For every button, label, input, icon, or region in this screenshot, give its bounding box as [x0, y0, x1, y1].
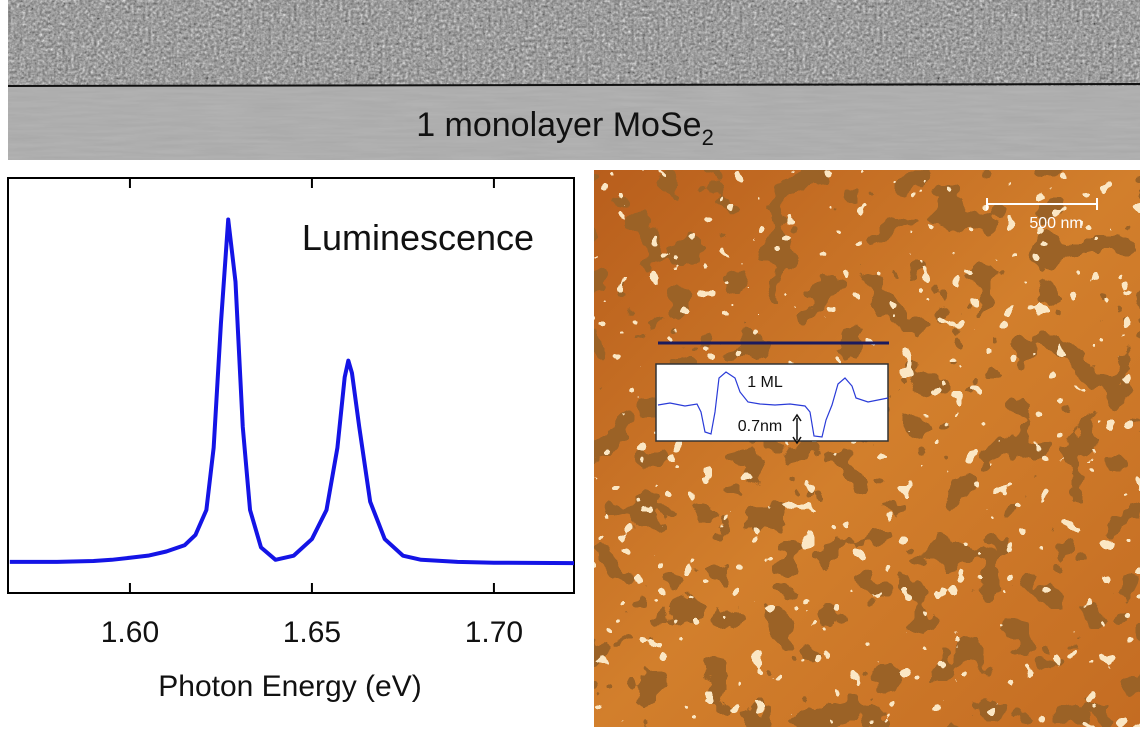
afm-image: 500 nm 1 ML 0.7nm	[594, 170, 1140, 727]
banner-main: 1 monolayer MoSe	[416, 106, 701, 144]
spectrum-plot: Luminescence Photon Energy (eV) 1.60 1.65…	[8, 178, 574, 703]
x-axis-label: Photon Energy (eV)	[158, 670, 421, 703]
scale-bar-label: 500 nm	[1029, 215, 1082, 232]
banner-text: 1 monolayer MoSe2	[416, 106, 714, 150]
tem-image: 1 monolayer MoSe2	[8, 0, 1140, 160]
x-tick-label: 1.60	[101, 616, 159, 649]
profile-label: 1 ML	[747, 374, 783, 391]
x-tick-label: 1.65	[283, 616, 341, 649]
page: 1 monolayer MoSe2 Luminescence Photon En…	[0, 0, 1140, 727]
annotation: Luminescence	[302, 217, 534, 258]
figure: 1 monolayer MoSe2 Luminescence Photon En…	[0, 0, 1140, 727]
profile-label: 0.7nm	[738, 418, 782, 435]
banner-subscript: 2	[702, 125, 714, 150]
x-tick-label: 1.70	[465, 616, 523, 649]
